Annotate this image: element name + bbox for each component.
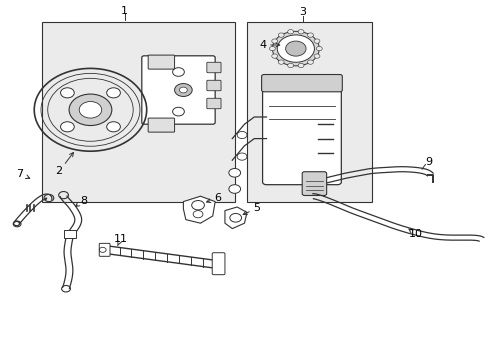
FancyBboxPatch shape <box>99 243 110 256</box>
Circle shape <box>106 88 120 98</box>
Circle shape <box>61 122 74 132</box>
Circle shape <box>228 185 240 193</box>
Circle shape <box>298 30 304 34</box>
Text: 5: 5 <box>253 203 260 213</box>
FancyBboxPatch shape <box>148 55 174 69</box>
Text: 11: 11 <box>114 234 127 244</box>
Circle shape <box>228 168 240 177</box>
FancyBboxPatch shape <box>212 253 224 275</box>
Circle shape <box>316 46 322 51</box>
Circle shape <box>278 60 284 64</box>
FancyBboxPatch shape <box>142 56 215 124</box>
Circle shape <box>313 39 319 43</box>
Text: 7: 7 <box>16 168 23 179</box>
Circle shape <box>287 63 293 68</box>
FancyBboxPatch shape <box>63 230 76 238</box>
Text: 8: 8 <box>81 195 87 206</box>
FancyBboxPatch shape <box>148 118 174 132</box>
FancyBboxPatch shape <box>206 80 221 91</box>
Circle shape <box>307 60 313 64</box>
FancyBboxPatch shape <box>206 98 221 109</box>
Circle shape <box>61 88 74 98</box>
FancyBboxPatch shape <box>206 62 221 73</box>
Circle shape <box>179 87 187 93</box>
Text: 6: 6 <box>214 193 221 203</box>
Circle shape <box>174 84 192 96</box>
Circle shape <box>106 122 120 132</box>
Bar <box>41 22 234 202</box>
Circle shape <box>272 31 319 66</box>
FancyBboxPatch shape <box>302 172 326 195</box>
Bar <box>246 22 371 202</box>
Circle shape <box>69 94 112 126</box>
Text: 2: 2 <box>55 166 62 176</box>
Circle shape <box>278 33 284 37</box>
FancyBboxPatch shape <box>261 75 342 92</box>
Circle shape <box>287 30 293 34</box>
Circle shape <box>269 46 275 51</box>
Circle shape <box>277 35 314 62</box>
Text: 10: 10 <box>408 229 422 239</box>
Text: 1: 1 <box>121 6 128 16</box>
Text: 3: 3 <box>299 7 306 17</box>
Polygon shape <box>183 196 215 223</box>
Polygon shape <box>224 207 246 229</box>
Circle shape <box>313 54 319 58</box>
Circle shape <box>79 102 102 118</box>
FancyBboxPatch shape <box>262 78 341 185</box>
Text: 4: 4 <box>259 40 265 50</box>
Circle shape <box>298 63 304 68</box>
Circle shape <box>285 41 305 56</box>
Circle shape <box>271 39 277 43</box>
Circle shape <box>307 33 313 37</box>
Circle shape <box>271 54 277 58</box>
Text: 9: 9 <box>425 157 431 167</box>
